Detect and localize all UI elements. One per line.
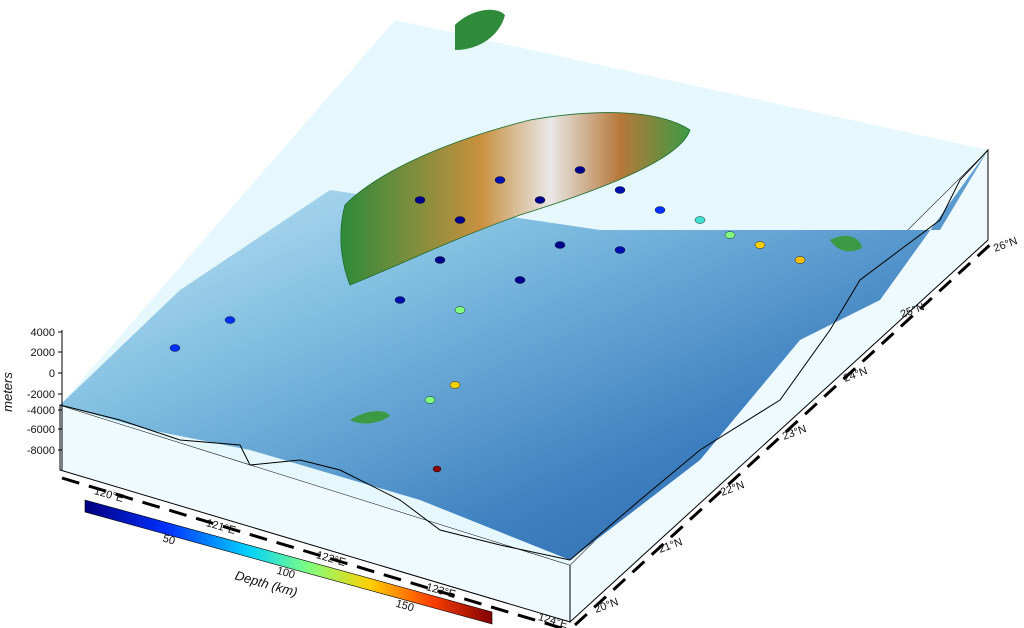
right-profile <box>569 149 989 561</box>
ocean-floor <box>60 150 988 560</box>
colorbar-tick-label: 100 <box>275 565 296 582</box>
vertical-tick-label: -2000 <box>27 389 55 401</box>
vertical-tick-label: 0 <box>49 368 55 380</box>
latitude-label: 20°N <box>593 596 620 616</box>
colorbar <box>84 499 493 625</box>
vertical-ticks: 4000 2000 0 -2000 -4000 -6000 -8000 <box>27 327 62 457</box>
colorbar-tick-label: 150 <box>394 598 415 615</box>
colorbar-tick-label: 50 <box>161 533 176 548</box>
vertical-tick-label: -6000 <box>27 424 55 436</box>
lat-axis <box>573 241 994 627</box>
lon-axis <box>61 476 567 628</box>
earthquake-points <box>169 166 806 473</box>
latitude-label: 26°N <box>992 235 1019 255</box>
colorbar-ticks: 50 100 150 <box>161 533 415 615</box>
vertical-tick-label: -4000 <box>27 405 55 417</box>
taiwan <box>340 112 691 286</box>
island-east <box>830 235 862 252</box>
island-south <box>350 411 390 424</box>
vertical-tick-label: -8000 <box>27 445 55 457</box>
island-north <box>455 9 505 50</box>
vertical-tick-label: 2000 <box>31 347 55 359</box>
vertical-tick-label: 4000 <box>31 327 55 339</box>
vertical-axis-label: meters <box>0 372 15 412</box>
front-profile <box>59 404 571 561</box>
